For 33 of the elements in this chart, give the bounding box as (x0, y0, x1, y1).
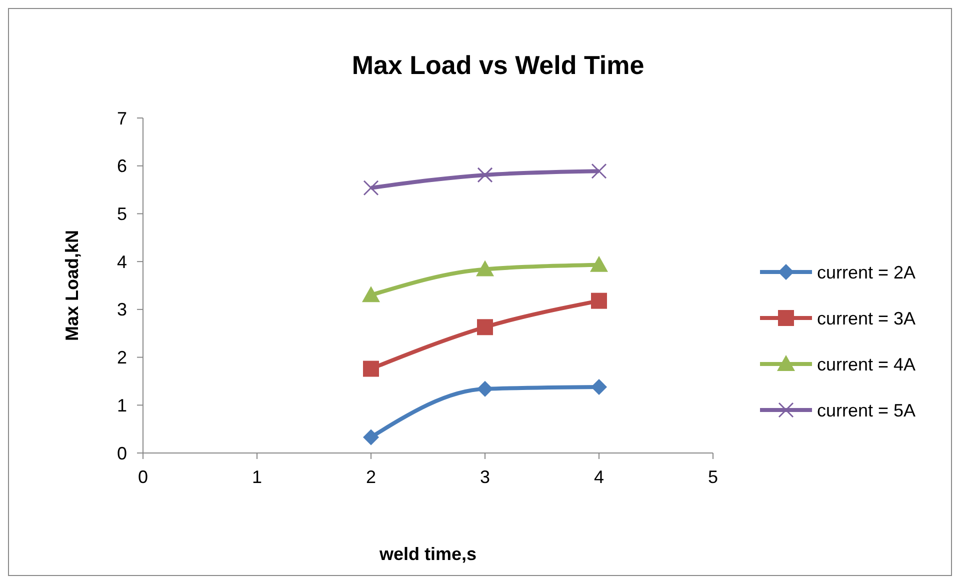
point (363, 180, 379, 196)
x-tick-label: 0 (138, 467, 148, 487)
point (363, 429, 379, 446)
point (477, 167, 493, 183)
point (477, 319, 493, 336)
x-axis-title: weld time,s (378, 544, 477, 564)
y-tick-label: 0 (116, 443, 127, 464)
legend-label: current = 4A (817, 354, 916, 374)
point (591, 292, 607, 309)
y-tick-label: 3 (116, 300, 127, 320)
point (363, 360, 379, 377)
x-tick-label: 1 (252, 467, 262, 487)
y-tick-label: 6 (116, 156, 127, 176)
y-tick-label: 1 (116, 395, 127, 416)
legend-label: current = 5A (817, 400, 916, 420)
legend-label: current = 3A (817, 308, 916, 328)
x-tick-label: 3 (480, 467, 490, 487)
y-tick-label: 5 (116, 204, 127, 224)
legend-label: current = 2A (817, 262, 916, 282)
y-axis-title: Max Load,kN (62, 230, 82, 342)
point (362, 286, 380, 302)
point (591, 378, 607, 395)
x-tick-label: 4 (594, 467, 604, 487)
point (476, 260, 494, 276)
point (590, 256, 608, 272)
point (477, 380, 493, 397)
y-tick-label: 2 (116, 348, 127, 368)
x-tick-label: 5 (708, 467, 718, 487)
point (591, 163, 607, 179)
x-tick-label: 2 (366, 467, 376, 487)
y-tick-label: 4 (116, 252, 127, 272)
chart-title: Max Load vs Weld Time (352, 50, 644, 80)
y-tick-label: 7 (116, 108, 127, 128)
